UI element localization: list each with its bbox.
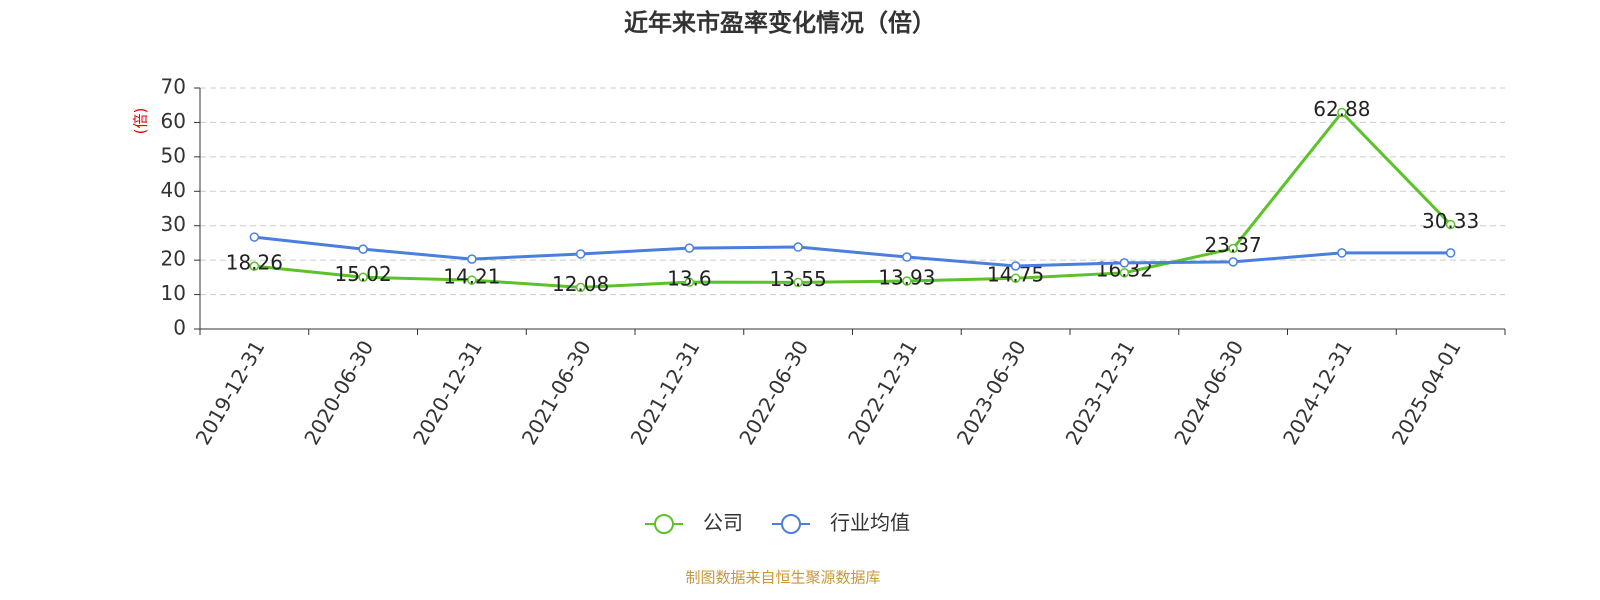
data-point bbox=[1010, 273, 1021, 283]
data-label: 13.55 bbox=[769, 267, 826, 291]
x-tick-label: 2024-12-31 bbox=[1278, 336, 1357, 449]
data-label: 23.37 bbox=[1204, 233, 1261, 257]
y-tick-label: 0 bbox=[173, 316, 186, 340]
series-line bbox=[254, 235, 1451, 268]
data-point bbox=[1445, 219, 1456, 230]
data-point bbox=[249, 261, 260, 271]
y-tick-label: 40 bbox=[161, 178, 186, 202]
x-tick-label: 2020-12-31 bbox=[408, 336, 487, 449]
y-tick-label: 10 bbox=[161, 281, 186, 305]
x-tick-label: 2021-06-30 bbox=[517, 336, 596, 449]
data-point bbox=[358, 272, 368, 283]
data-label: 15.02 bbox=[334, 262, 391, 286]
x-tick-label: 2025-04-01 bbox=[1387, 336, 1466, 449]
x-tick-label: 2023-06-30 bbox=[952, 336, 1031, 449]
legend-label: 公司 bbox=[703, 511, 743, 535]
data-point bbox=[902, 252, 912, 262]
x-tick-label: 2022-06-30 bbox=[734, 336, 813, 449]
y-tick-label: 60 bbox=[161, 109, 186, 133]
chart-title: 近年来市盈率变化情况（倍） bbox=[624, 9, 936, 37]
data-point bbox=[1445, 248, 1456, 258]
data-label: 13.93 bbox=[878, 266, 935, 290]
y-tick-label: 20 bbox=[161, 247, 186, 271]
x-tick-label: 2023-12-31 bbox=[1061, 336, 1140, 449]
y-axis-label: (倍) bbox=[132, 108, 150, 135]
data-point bbox=[1228, 257, 1238, 267]
data-point bbox=[684, 277, 695, 287]
x-tick-label: 2020-06-30 bbox=[299, 336, 378, 449]
x-tick-label: 2024-06-30 bbox=[1169, 336, 1248, 449]
y-tick-label: 30 bbox=[161, 212, 186, 236]
data-label: 30.33 bbox=[1422, 209, 1479, 233]
data-point bbox=[1010, 261, 1021, 271]
data-point bbox=[575, 282, 586, 293]
data-point bbox=[793, 277, 803, 288]
data-point bbox=[249, 232, 260, 242]
data-label: 14.21 bbox=[443, 265, 500, 289]
y-tick-label: 50 bbox=[161, 143, 186, 167]
data-point bbox=[1119, 258, 1130, 268]
data-point bbox=[684, 243, 695, 253]
data-point bbox=[1337, 107, 1347, 118]
y-tick-label: 70 bbox=[161, 75, 186, 99]
data-point bbox=[1119, 268, 1130, 278]
data-point bbox=[1228, 243, 1238, 254]
data-point bbox=[1337, 248, 1347, 258]
data-point bbox=[467, 254, 477, 264]
data-point bbox=[902, 276, 912, 286]
x-tick-label: 2019-12-31 bbox=[191, 336, 270, 449]
legend-marker bbox=[654, 514, 674, 534]
data-label: 18.26 bbox=[226, 251, 283, 275]
x-tick-label: 2022-12-31 bbox=[843, 336, 922, 449]
legend-marker bbox=[781, 514, 801, 534]
data-point bbox=[575, 249, 586, 259]
data-point bbox=[793, 242, 803, 252]
data-point bbox=[358, 244, 368, 254]
data-point bbox=[467, 275, 477, 285]
x-tick-label: 2021-12-31 bbox=[626, 336, 705, 449]
source-note: 制图数据来自恒生聚源数据库 bbox=[685, 569, 880, 587]
data-label: 12.08 bbox=[552, 272, 609, 296]
data-label: 62.88 bbox=[1313, 97, 1370, 121]
legend-label: 行业均值 bbox=[830, 511, 910, 535]
series-line bbox=[254, 110, 1452, 289]
data-label: 13.6 bbox=[667, 267, 712, 291]
